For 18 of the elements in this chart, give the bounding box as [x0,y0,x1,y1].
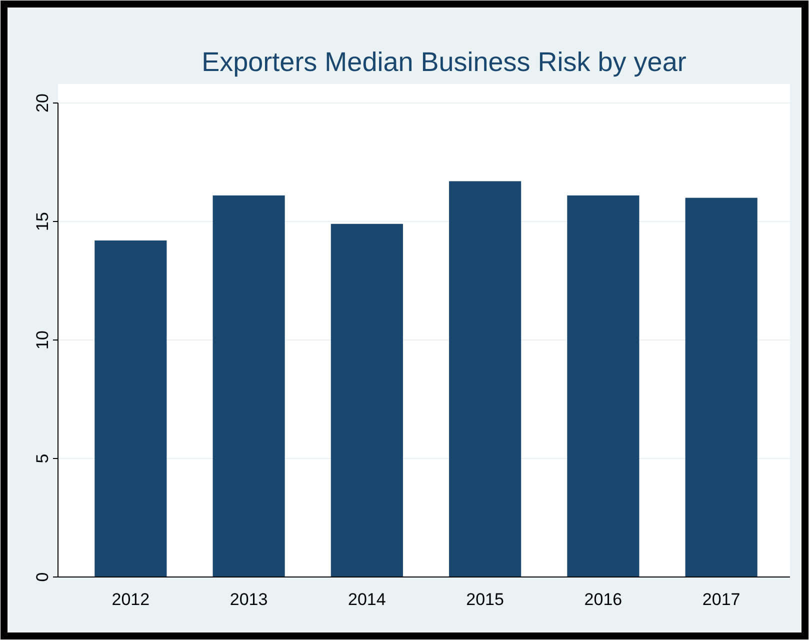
x-tick-label: 2014 [348,590,386,609]
x-tick-label: 2017 [702,590,740,609]
y-tick-label: 10 [33,330,52,350]
bar [685,198,758,577]
y-tick-label: 0 [33,572,52,582]
bar [212,195,285,577]
y-tick-label: 5 [33,454,52,464]
bar [330,224,403,577]
x-tick-label: 2013 [230,590,268,609]
y-tick-label: 15 [33,212,52,231]
bar [567,195,640,577]
y-tick-label: 20 [33,94,52,112]
x-tick-label: 2016 [584,590,622,609]
chart-title: Exporters Median Business Risk by year [202,47,686,77]
bar [449,181,522,577]
bar [94,240,167,577]
x-tick-label: 2012 [112,590,150,609]
x-tick-label: 2015 [466,590,504,609]
